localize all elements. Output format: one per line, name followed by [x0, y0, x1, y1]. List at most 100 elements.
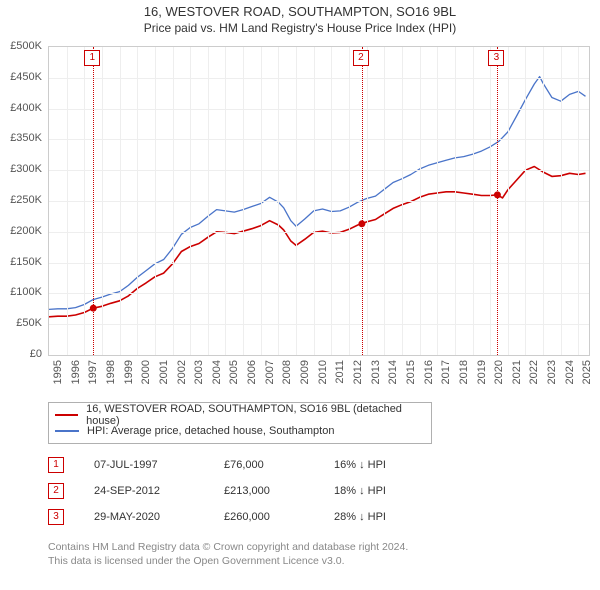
ytick-label: £50K: [2, 317, 42, 329]
events-row: 3 29-MAY-2020£260,00028% ↓ HPI: [48, 504, 444, 530]
chart-title: 16, WESTOVER ROAD, SOUTHAMPTON, SO16 9BL: [0, 4, 600, 19]
gridline-v: [296, 47, 297, 355]
xtick-label: 2004: [211, 360, 223, 400]
footer-line-1: Contains HM Land Registry data © Crown c…: [48, 540, 408, 554]
gridline-v: [367, 47, 368, 355]
legend-label-price: 16, WESTOVER ROAD, SOUTHAMPTON, SO16 9BL…: [86, 403, 425, 427]
event-line: [362, 47, 363, 355]
legend-label-hpi: HPI: Average price, detached house, Sout…: [87, 425, 334, 437]
xtick-label: 2018: [458, 360, 470, 400]
event-marker-box: 1: [84, 50, 100, 66]
xtick-label: 2007: [264, 360, 276, 400]
gridline-v: [102, 47, 103, 355]
ytick-label: £500K: [2, 40, 42, 52]
xtick-label: 1996: [70, 360, 82, 400]
footer: Contains HM Land Registry data © Crown c…: [48, 540, 408, 568]
gridline-v: [67, 47, 68, 355]
legend: 16, WESTOVER ROAD, SOUTHAMPTON, SO16 9BL…: [48, 402, 432, 444]
ytick-label: £250K: [2, 194, 42, 206]
gridline-v: [420, 47, 421, 355]
xtick-label: 1997: [87, 360, 99, 400]
xtick-label: 1998: [105, 360, 117, 400]
events-row-price: £260,000: [224, 511, 334, 523]
legend-swatch-hpi: [55, 430, 79, 432]
xtick-label: 2019: [476, 360, 488, 400]
events-row-date: 24-SEP-2012: [94, 485, 224, 497]
gridline-v: [437, 47, 438, 355]
gridline-v: [490, 47, 491, 355]
xtick-label: 2015: [405, 360, 417, 400]
events-row-price: £76,000: [224, 459, 334, 471]
footer-line-2: This data is licensed under the Open Gov…: [48, 554, 408, 568]
gridline-v: [173, 47, 174, 355]
gridline-v: [349, 47, 350, 355]
xtick-label: 2016: [423, 360, 435, 400]
legend-swatch-price: [55, 414, 78, 416]
gridline-v: [508, 47, 509, 355]
xtick-label: 2025: [581, 360, 593, 400]
ytick-label: £350K: [2, 132, 42, 144]
xtick-label: 1995: [52, 360, 64, 400]
ytick-label: £200K: [2, 225, 42, 237]
event-marker-box: 2: [353, 50, 369, 66]
gridline-v: [278, 47, 279, 355]
gridline-v: [120, 47, 121, 355]
events-row-date: 29-MAY-2020: [94, 511, 224, 523]
xtick-label: 2021: [511, 360, 523, 400]
events-row: 1 07-JUL-1997£76,00016% ↓ HPI: [48, 452, 444, 478]
ytick-label: £100K: [2, 286, 42, 298]
xtick-label: 2023: [546, 360, 558, 400]
events-row-marker: 1: [48, 457, 64, 473]
event-line: [93, 47, 94, 355]
xtick-label: 2017: [440, 360, 452, 400]
gridline-v: [331, 47, 332, 355]
gridline-v: [314, 47, 315, 355]
xtick-label: 2003: [193, 360, 205, 400]
gridline-v: [155, 47, 156, 355]
xtick-label: 1999: [123, 360, 135, 400]
gridline-v: [402, 47, 403, 355]
events-row: 2 24-SEP-2012£213,00018% ↓ HPI: [48, 478, 444, 504]
xtick-label: 2000: [140, 360, 152, 400]
events-row-marker: 3: [48, 509, 64, 525]
events-row-date: 07-JUL-1997: [94, 459, 224, 471]
events-row-delta: 16% ↓ HPI: [334, 459, 444, 471]
gridline-v: [84, 47, 85, 355]
ytick-label: £0: [2, 348, 42, 360]
ytick-label: £450K: [2, 71, 42, 83]
events-table: 1 07-JUL-1997£76,00016% ↓ HPI 2 24-SEP-2012…: [48, 452, 444, 530]
ytick-label: £300K: [2, 163, 42, 175]
gridline-v: [208, 47, 209, 355]
xtick-label: 2024: [564, 360, 576, 400]
xtick-label: 2009: [299, 360, 311, 400]
event-marker-box: 3: [488, 50, 504, 66]
gridline-v: [261, 47, 262, 355]
xtick-label: 2006: [246, 360, 258, 400]
xtick-label: 2022: [528, 360, 540, 400]
events-row-marker: 2: [48, 483, 64, 499]
gridline-v: [561, 47, 562, 355]
ytick-label: £150K: [2, 256, 42, 268]
events-row-delta: 18% ↓ HPI: [334, 485, 444, 497]
xtick-label: 2011: [334, 360, 346, 400]
xtick-label: 2001: [158, 360, 170, 400]
xtick-label: 2002: [176, 360, 188, 400]
plot-area: [48, 46, 590, 356]
xtick-label: 2005: [228, 360, 240, 400]
gridline-v: [578, 47, 579, 355]
event-line: [497, 47, 498, 355]
gridline-v: [243, 47, 244, 355]
xtick-label: 2013: [370, 360, 382, 400]
events-row-delta: 28% ↓ HPI: [334, 511, 444, 523]
ytick-label: £400K: [2, 102, 42, 114]
gridline-v: [525, 47, 526, 355]
xtick-label: 2010: [317, 360, 329, 400]
xtick-label: 2014: [387, 360, 399, 400]
gridline-v: [137, 47, 138, 355]
events-row-price: £213,000: [224, 485, 334, 497]
xtick-label: 2008: [281, 360, 293, 400]
legend-row-price: 16, WESTOVER ROAD, SOUTHAMPTON, SO16 9BL…: [55, 407, 425, 423]
chart-subtitle: Price paid vs. HM Land Registry's House …: [0, 21, 600, 35]
gridline-v: [473, 47, 474, 355]
gridline-v: [384, 47, 385, 355]
